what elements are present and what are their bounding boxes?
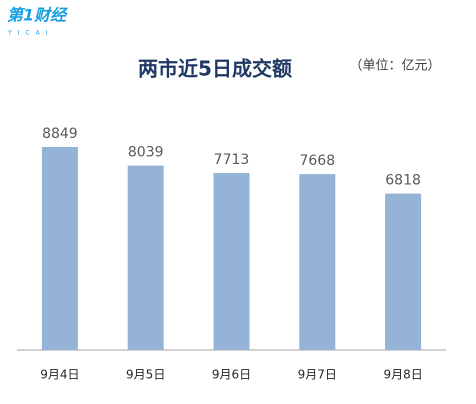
value-label: 7713 bbox=[214, 152, 250, 168]
x-tick-label: 9月6日 bbox=[212, 368, 251, 382]
logo-sub: YICAI bbox=[7, 30, 54, 37]
bar bbox=[41, 147, 78, 350]
bar bbox=[385, 193, 422, 350]
x-tick-label: 9月7日 bbox=[298, 368, 337, 382]
x-tick-label: 9月5日 bbox=[126, 368, 165, 382]
bar bbox=[299, 174, 336, 350]
logo: 第1财经 bbox=[7, 6, 68, 25]
x-tick-label: 9月8日 bbox=[383, 368, 422, 382]
x-tick-label: 9月4日 bbox=[40, 368, 79, 382]
bar bbox=[213, 173, 250, 350]
chart-subtitle: （单位：亿元） bbox=[349, 59, 440, 74]
chart-title: 两市近5日成交额 bbox=[138, 57, 292, 81]
value-label: 6818 bbox=[385, 173, 421, 189]
value-label: 7668 bbox=[299, 153, 335, 169]
value-label: 8039 bbox=[128, 145, 164, 161]
bar bbox=[127, 165, 164, 350]
value-label: 8849 bbox=[42, 126, 78, 142]
